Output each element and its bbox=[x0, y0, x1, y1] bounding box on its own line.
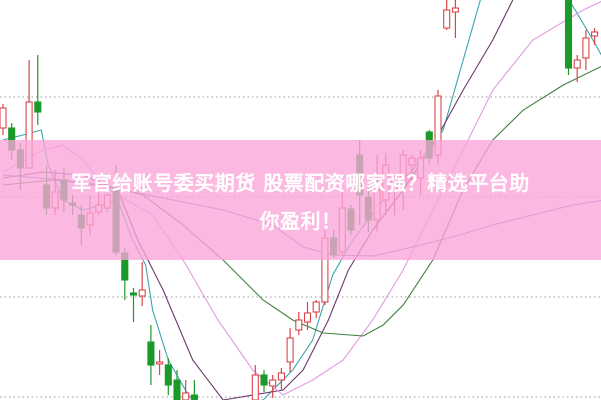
candle-up bbox=[286, 337, 294, 363]
candle-up bbox=[443, 9, 451, 29]
candle-up bbox=[303, 312, 312, 323]
candle-down bbox=[34, 101, 42, 113]
candle-up bbox=[573, 59, 581, 69]
headline-line-2: 你盈利！ bbox=[259, 209, 342, 233]
candle-up bbox=[182, 392, 190, 400]
candle-up bbox=[582, 37, 590, 59]
candle-down bbox=[173, 379, 181, 400]
candle-down bbox=[129, 292, 138, 296]
candle-down bbox=[147, 341, 155, 366]
candle-up bbox=[312, 301, 320, 313]
candle-down bbox=[190, 394, 198, 400]
candle-down bbox=[164, 364, 172, 386]
headline-line-1: 军官给账号委买期货 股票配资哪家强？精选平台助 bbox=[71, 171, 530, 195]
candle-up bbox=[156, 361, 164, 365]
candle-up bbox=[451, 7, 459, 13]
candle-up bbox=[0, 107, 7, 129]
headline-banner bbox=[0, 140, 601, 260]
candle-down bbox=[564, 0, 573, 69]
candle-up bbox=[295, 319, 303, 331]
candle-up bbox=[591, 31, 599, 37]
candle-down bbox=[260, 374, 268, 386]
candle-up bbox=[269, 379, 277, 387]
candle-up bbox=[277, 372, 285, 381]
candle-up bbox=[251, 374, 259, 400]
candle-up bbox=[138, 289, 146, 297]
